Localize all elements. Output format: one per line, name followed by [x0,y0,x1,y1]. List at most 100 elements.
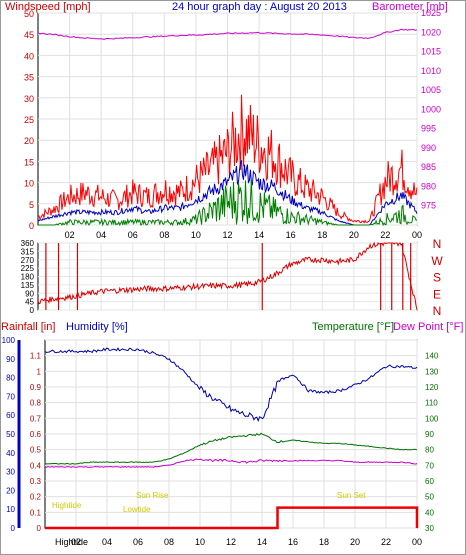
wind-hour-label: 16 [286,230,296,240]
rainfall-series-line [45,506,419,530]
barometer-tick-label: 1025 [421,8,441,18]
wind-hour-label: 12 [222,230,232,240]
humidity-tick-label: 90 [6,355,15,364]
rain-tick-label: 0 [37,524,42,533]
windspeed-axis-label: Windspeed [mph] [5,1,91,13]
humidity-series-line [44,347,418,423]
climate-hour-label: 18 [319,537,329,547]
direction-tick-label: 225 [21,264,35,273]
humidity-tick-label: 80 [6,374,15,383]
wind-tick-label: 15 [24,157,34,167]
wind-tick-label: 10 [24,179,34,189]
temperature-tick-label: 30 [425,524,434,533]
wind-tick-label: 0 [29,221,34,231]
wind-hour-label: 10 [191,230,201,240]
barometer-tick-label: 980 [421,181,436,191]
direction-letter-s: S [433,271,441,285]
graph-title: 24 hour graph day : August 20 2013 [172,1,347,13]
tide-label-lowtide: Lowtide [123,505,151,514]
rain-tick-label: 0.7 [30,414,42,423]
climate-hour-label: 14 [257,537,267,547]
barometer-tick-label: 1005 [421,85,441,95]
temperature-axis-label: Temperature [°F] [312,321,394,333]
wind-tick-label: 20 [24,136,34,146]
wind-hour-label: 14 [254,230,264,240]
wind-hour-label: 18 [317,230,327,240]
direction-letter-w: W [431,254,443,268]
temperature-tick-label: 50 [425,493,434,502]
wind-hour-label: 22 [380,230,390,240]
wind-hour-label: 04 [96,230,106,240]
temperature-tick-label: 90 [425,430,434,439]
wind-tick-label: 30 [24,94,34,104]
climate-hour-label: 20 [350,537,360,547]
rain-tick-label: 0.6 [30,430,42,439]
barometer-tick-label: 1020 [421,27,441,37]
wind-hour-label: 02 [65,230,75,240]
temperature-tick-label: 110 [425,399,438,408]
wind-grid [38,12,418,226]
barometer-axis-label: Barometer [mb] [372,1,448,13]
wind-hour-label: 00 [412,230,422,240]
rain-tick-label: 0.8 [30,399,42,408]
gust-series-line [38,179,418,227]
barometer-tick-label: 1015 [421,47,441,57]
climate-hour-label: 22 [381,537,391,547]
climate-hour-label: 06 [133,537,143,547]
wind-tick-label: 25 [24,115,34,125]
direction-series [37,241,418,311]
climate-hour-label: 10 [195,537,205,547]
temperature-tick-label: 80 [425,446,434,455]
rain-tick-label: 0.4 [30,461,42,470]
direction-letter-n: N [433,237,442,251]
humidity-tick-label: 40 [6,449,15,458]
temperature-tick-label: 120 [425,383,439,392]
humidity-tick-label: 30 [6,468,15,477]
wind-tick-label: 5 [29,200,34,210]
rain-tick-label: 0.3 [30,477,42,486]
temperature-tick-label: 60 [425,477,434,486]
wind-hour-label: 20 [349,230,359,240]
climate-hour-label: 02 [71,537,81,547]
temperature-tick-label: 100 [425,414,439,423]
humidity-axis-label: Humidity [%] [66,321,128,333]
direction-letter-n: N [433,304,442,318]
direction-tick-label: 360 [21,239,35,248]
wind-hour-label: 08 [159,230,169,240]
direction-tick-label: 0 [30,306,35,315]
temperature-tick-label: 130 [425,367,439,376]
humidity-tick-label: 100 [2,336,16,345]
climate-hour-label: 12 [226,537,236,547]
tide-label-hightide: Hightide [52,501,82,510]
barometer-tick-label: 1010 [421,66,441,76]
temperature-tick-label: 40 [425,508,434,517]
humidity-tick-label: 50 [6,430,15,439]
sun-label-sunrise: Sun Rise [136,491,169,500]
footer-hightide-label: Hightide [55,537,88,547]
barometer-tick-label: 985 [421,162,436,172]
direction-letter-e: E [433,287,441,301]
wind-tick-label: 40 [24,51,34,61]
barometer-series-line [37,28,418,40]
direction-grid [38,242,418,311]
climate-axes: 02 04 06 08 10 12 14 16 18 20 22 000102030405060708… [2,336,439,547]
climate-hour-label: 08 [164,537,174,547]
barometer-tick-label: 995 [421,124,436,134]
climate-hour-label: 16 [288,537,298,547]
direction-tick-label: 45 [25,298,34,307]
rain-tick-label: 0.9 [30,383,42,392]
dewpoint-axis-label: Dew Point [°F] [393,321,463,333]
humidity-tick-label: 10 [6,505,15,514]
rain-tick-label: 0.5 [30,446,42,455]
rain-tick-label: 0.1 [30,508,42,517]
wind-axes: 0510152025303540455097598098599099510001… [24,8,441,240]
temperature-tick-label: 140 [425,352,439,361]
wind-tick-label: 45 [24,30,34,40]
dewpoint-series-line [44,458,418,468]
barometer-tick-label: 1000 [421,104,441,114]
direction-tick-label: 270 [21,256,35,265]
direction-series-line [37,241,418,311]
wind-series-line [37,94,418,224]
